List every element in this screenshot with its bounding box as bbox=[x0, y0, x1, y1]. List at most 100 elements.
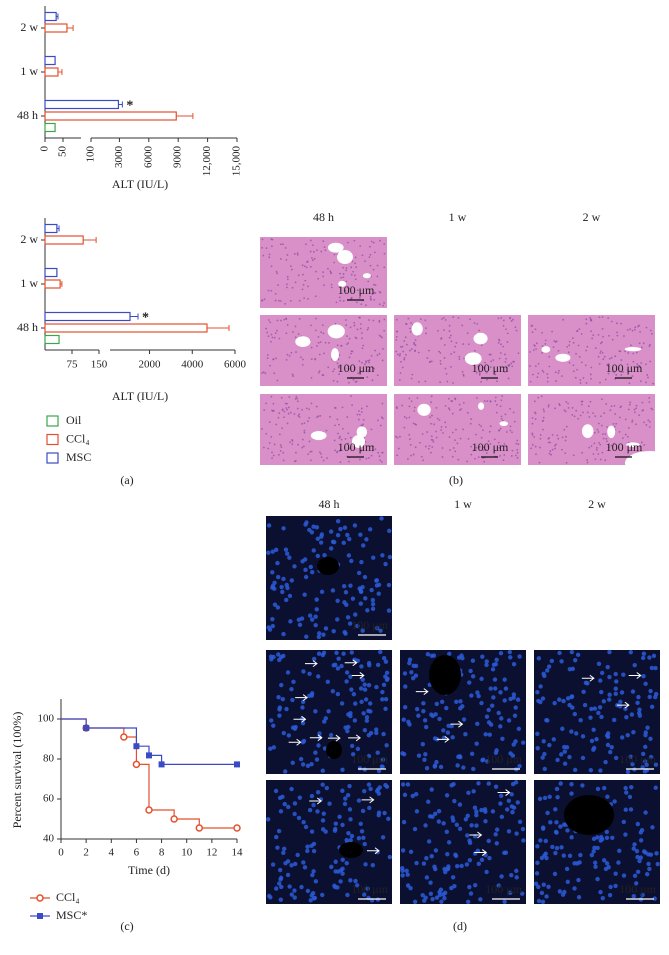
micrograph: 100 μm bbox=[400, 780, 526, 905]
nucleus bbox=[607, 697, 612, 702]
nucleus bbox=[338, 437, 341, 439]
nucleus bbox=[578, 717, 583, 723]
nucleus bbox=[413, 341, 416, 344]
nucleus bbox=[376, 264, 379, 267]
nucleus bbox=[576, 895, 582, 900]
nucleus bbox=[567, 754, 572, 760]
bar bbox=[44, 267, 58, 278]
nucleus bbox=[430, 401, 432, 404]
nucleus bbox=[289, 863, 294, 868]
nucleus bbox=[265, 247, 268, 250]
nucleus bbox=[327, 366, 330, 369]
nucleus bbox=[294, 451, 297, 454]
nucleus bbox=[421, 708, 426, 714]
nucleus bbox=[499, 427, 502, 430]
nucleus bbox=[540, 696, 546, 701]
nucleus bbox=[458, 355, 461, 358]
nucleus bbox=[275, 845, 280, 850]
nucleus bbox=[648, 736, 653, 741]
nucleus bbox=[610, 444, 613, 447]
nucleus bbox=[564, 410, 567, 413]
nucleus bbox=[494, 657, 499, 662]
nucleus bbox=[337, 814, 342, 819]
nucleus bbox=[532, 349, 535, 352]
nucleus bbox=[315, 553, 321, 559]
nucleus bbox=[597, 705, 603, 710]
nucleus bbox=[425, 327, 427, 329]
nucleus bbox=[270, 616, 275, 622]
nucleus bbox=[610, 320, 613, 323]
nucleus bbox=[356, 798, 362, 803]
nucleus bbox=[640, 765, 645, 770]
x-tick-label: 3000 bbox=[113, 146, 125, 169]
nucleus bbox=[361, 543, 366, 548]
nucleus bbox=[533, 344, 536, 347]
nucleus bbox=[543, 410, 545, 413]
nucleus bbox=[536, 656, 542, 661]
nucleus bbox=[500, 415, 503, 418]
nucleus bbox=[317, 341, 320, 344]
nucleus bbox=[575, 409, 578, 412]
nucleus bbox=[483, 819, 488, 824]
nucleus bbox=[507, 649, 512, 655]
nucleus bbox=[333, 439, 336, 442]
nucleus bbox=[569, 835, 574, 840]
nucleus bbox=[383, 697, 389, 702]
x-tick-label: 15,000 bbox=[231, 146, 243, 177]
nucleus bbox=[381, 359, 384, 362]
nucleus bbox=[406, 719, 411, 725]
nucleus bbox=[396, 454, 399, 457]
nucleus bbox=[395, 318, 398, 321]
nucleus bbox=[549, 450, 552, 452]
nucleus bbox=[309, 829, 315, 834]
nucleus bbox=[330, 283, 333, 286]
nucleus bbox=[395, 339, 398, 341]
nucleus bbox=[352, 378, 355, 381]
vessel bbox=[417, 403, 431, 416]
x-tick-label: 0 bbox=[58, 847, 64, 859]
nucleus bbox=[450, 875, 456, 880]
nucleus bbox=[315, 809, 320, 814]
nucleus bbox=[434, 895, 440, 900]
nucleus bbox=[611, 370, 614, 373]
nucleus bbox=[482, 429, 484, 432]
nucleus bbox=[534, 328, 537, 331]
nucleus bbox=[615, 373, 618, 376]
nucleus bbox=[302, 592, 307, 597]
nucleus bbox=[313, 614, 318, 619]
nucleus bbox=[470, 674, 476, 679]
nucleus bbox=[486, 781, 491, 786]
micrograph: 100 μm bbox=[533, 780, 660, 905]
nucleus bbox=[572, 658, 578, 663]
nucleus bbox=[621, 873, 627, 878]
nucleus bbox=[428, 891, 434, 896]
nucleus bbox=[511, 661, 517, 667]
nucleus bbox=[606, 363, 609, 366]
annotation: * bbox=[142, 311, 149, 326]
nucleus bbox=[646, 374, 649, 376]
nucleus bbox=[546, 373, 549, 375]
nucleus bbox=[489, 400, 492, 403]
nucleus bbox=[417, 351, 420, 354]
nucleus bbox=[483, 400, 486, 402]
nucleus bbox=[606, 865, 611, 870]
nucleus bbox=[414, 791, 419, 797]
nucleus bbox=[557, 437, 560, 440]
vessel bbox=[473, 332, 488, 345]
nucleus bbox=[588, 767, 594, 773]
nucleus bbox=[585, 322, 588, 325]
nucleus bbox=[319, 341, 322, 344]
nucleus bbox=[589, 373, 592, 376]
nucleus bbox=[498, 447, 501, 449]
nucleus bbox=[580, 333, 583, 335]
nucleus bbox=[305, 243, 307, 246]
nucleus bbox=[627, 426, 630, 429]
nucleus bbox=[503, 686, 509, 691]
nucleus bbox=[262, 446, 265, 449]
nucleus bbox=[641, 401, 644, 404]
nucleus bbox=[430, 451, 432, 454]
nucleus bbox=[268, 442, 271, 444]
nucleus bbox=[558, 781, 563, 786]
nucleus bbox=[400, 866, 405, 871]
nucleus bbox=[520, 740, 526, 745]
